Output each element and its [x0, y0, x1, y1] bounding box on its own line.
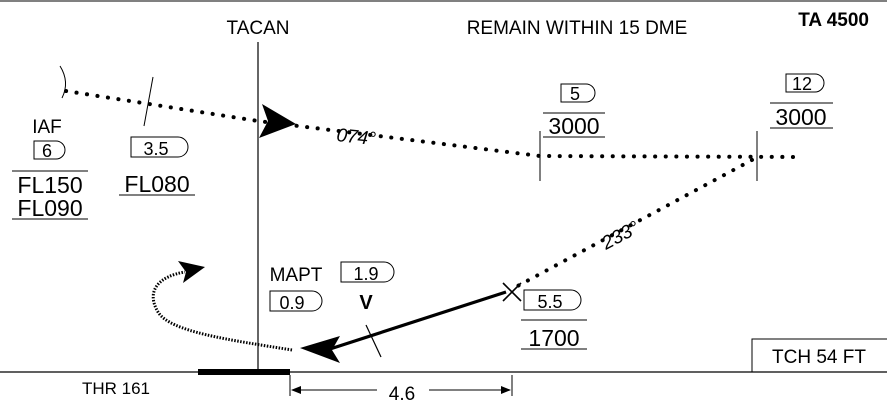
outbound-track-label: 074°	[335, 125, 377, 150]
vdp-dme-value: 1.9	[353, 264, 378, 284]
missed-approach-line	[151, 270, 293, 352]
final-approach-arrow	[300, 336, 340, 363]
threshold-label: THR 161	[82, 379, 150, 398]
distance-left-arrow	[291, 386, 301, 394]
fix-5dme-value: 5	[570, 84, 580, 104]
outbound-track-line	[64, 89, 802, 159]
step-fix-tick	[143, 76, 154, 127]
faf-altitude: 1700	[528, 325, 579, 351]
faf-dme-value: 5.5	[537, 292, 562, 312]
tch-label: TCH 54 FT	[772, 347, 866, 368]
inbound-track-line	[510, 158, 754, 291]
distance-right-arrow	[501, 386, 511, 394]
tch-box	[751, 338, 887, 372]
fix-12dme-value: 12	[792, 74, 812, 94]
tacan-label: TACAN	[227, 18, 290, 39]
restriction-label: REMAIN WITHIN 15 DME	[467, 18, 688, 39]
faf-cross-icon	[502, 282, 522, 302]
iaf-dme-value: 6	[42, 141, 52, 161]
iaf-alt-lower: FL090	[17, 195, 82, 221]
fix-5dme-box	[560, 83, 596, 103]
inbound-track-label: 233°	[598, 217, 644, 255]
missed-approach-arrow	[178, 261, 205, 283]
distance-label: 4.6	[389, 384, 415, 401]
distance-label-bg	[377, 381, 429, 401]
final-approach-line	[329, 290, 507, 351]
mapt-dme-value: 0.9	[279, 293, 304, 313]
vdp-label: V	[359, 292, 373, 314]
step-fix-altitude: FL080	[124, 171, 189, 197]
fix-12dme-box	[785, 73, 825, 93]
fix-5dme-altitude: 3000	[548, 113, 599, 139]
vdp-tick	[365, 324, 382, 358]
mapt-dme-box	[269, 290, 323, 312]
iaf-alt-upper: FL150	[17, 172, 82, 198]
iaf-arc-tick	[59, 65, 66, 99]
step-fix-dme-value: 3.5	[143, 139, 168, 159]
fix-12dme-altitude: 3000	[775, 104, 826, 130]
runway-threshold-bar	[198, 369, 290, 375]
step-fix-dme-box	[130, 136, 189, 158]
faf-dme-box	[523, 289, 582, 311]
iaf-label: IAF	[32, 117, 62, 138]
mapt-label: MAPT	[270, 265, 323, 286]
outbound-direction-arrow	[259, 104, 296, 138]
iaf-dme-box	[33, 140, 66, 160]
vdp-dme-box	[340, 261, 395, 283]
transition-altitude-label: TA 4500	[798, 10, 869, 31]
